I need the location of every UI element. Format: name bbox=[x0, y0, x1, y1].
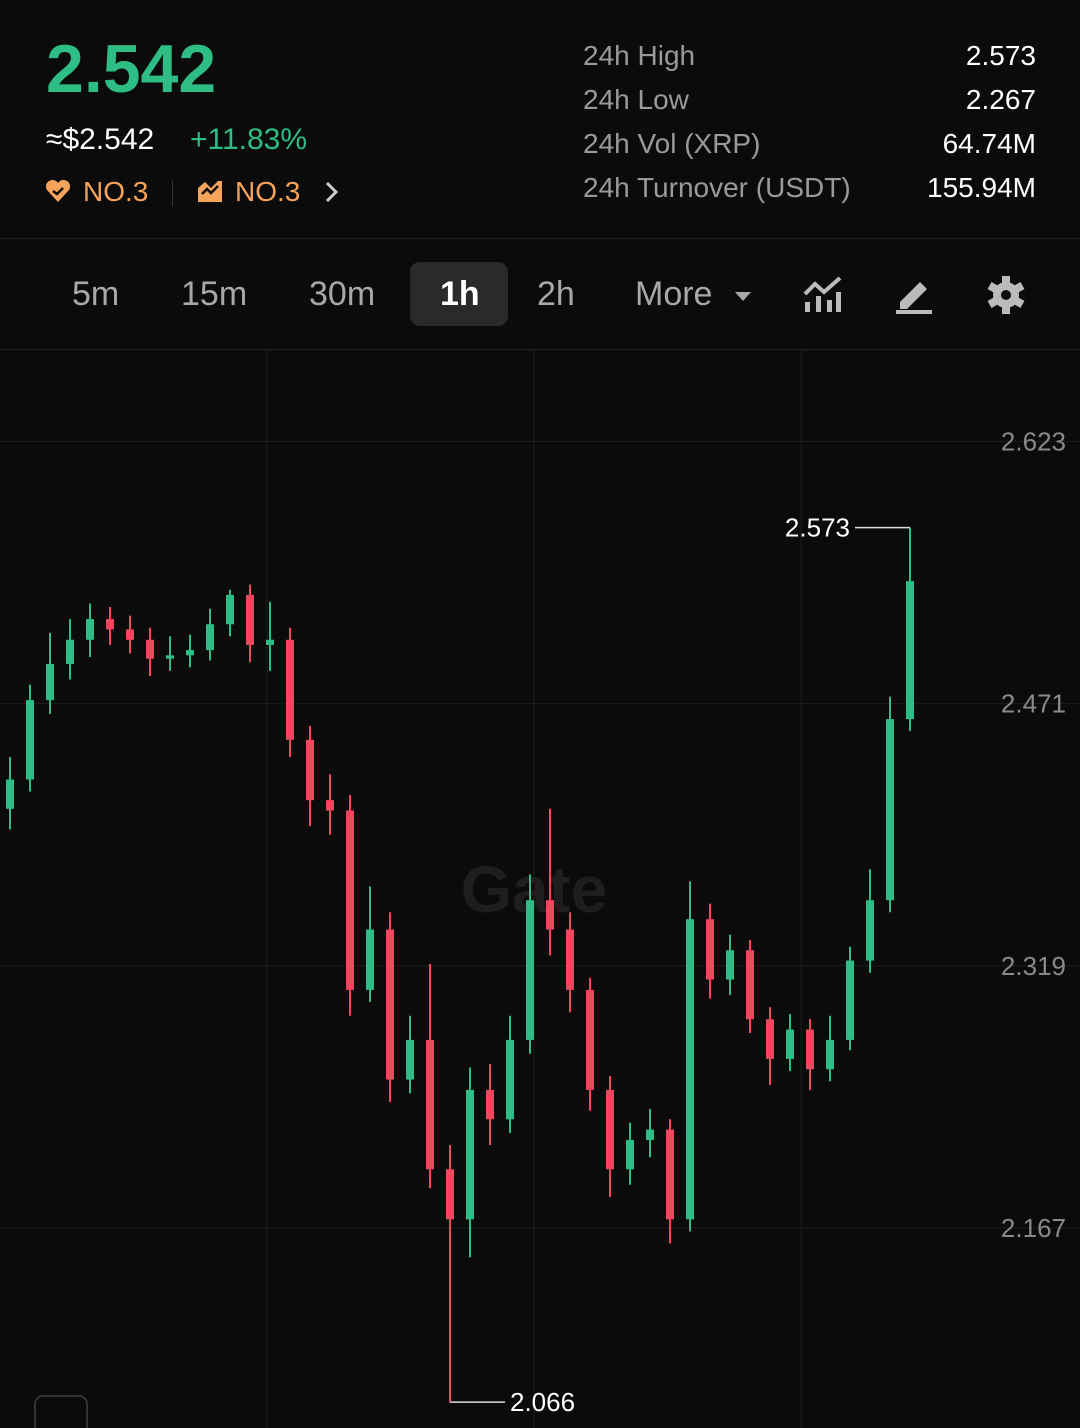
chevron[interactable] bbox=[322, 180, 342, 204]
gain-icon bbox=[198, 181, 222, 202]
candle-body bbox=[226, 594, 234, 625]
y-tick-label: 2.471 bbox=[1001, 689, 1066, 719]
tab[interactable]: 15m bbox=[181, 275, 248, 313]
candle-body bbox=[166, 655, 174, 659]
candle-body bbox=[446, 1169, 454, 1220]
candle-body bbox=[486, 1089, 494, 1120]
candle-body bbox=[886, 719, 894, 901]
dropdown-arrow[interactable] bbox=[733, 290, 753, 304]
settings-icon[interactable] bbox=[986, 275, 1026, 315]
rank-gain[interactable]: NO.3 bbox=[235, 176, 301, 207]
candle-body bbox=[566, 929, 574, 990]
expand-button[interactable] bbox=[34, 1395, 88, 1428]
candle-body bbox=[646, 1129, 654, 1140]
tab[interactable]: 30m bbox=[309, 275, 376, 313]
separator bbox=[0, 238, 1080, 239]
candle-body bbox=[346, 810, 354, 990]
y-tick-label: 2.319 bbox=[1001, 951, 1066, 981]
stat-value: 64.74M bbox=[942, 128, 1036, 159]
candle-body bbox=[126, 629, 134, 640]
candle-body bbox=[586, 989, 594, 1090]
candle-body bbox=[626, 1139, 634, 1170]
candle-body bbox=[526, 900, 534, 1040]
stat-label: 24h Turnover (USDT) bbox=[583, 172, 851, 203]
candle-body bbox=[26, 700, 34, 780]
candle-body bbox=[806, 1029, 814, 1070]
change: +11.83% bbox=[190, 123, 308, 156]
candle-body bbox=[866, 900, 874, 961]
candle-body bbox=[426, 1039, 434, 1170]
stat-label: 24h High bbox=[583, 40, 696, 71]
candle-body bbox=[546, 900, 554, 930]
candle-body bbox=[106, 619, 114, 630]
rank-hot[interactable]: NO.3 bbox=[83, 176, 149, 207]
last-price: 2.542 bbox=[46, 31, 217, 107]
candle-body bbox=[286, 639, 294, 740]
candle-body bbox=[6, 779, 14, 809]
candle-body bbox=[186, 650, 194, 656]
hot-icon bbox=[45, 179, 71, 202]
candle-body bbox=[86, 619, 94, 640]
candle-body bbox=[146, 639, 154, 659]
candle-body bbox=[66, 639, 74, 664]
candle-body bbox=[266, 639, 274, 645]
draw-icon[interactable] bbox=[894, 276, 934, 314]
candle-body bbox=[206, 624, 214, 651]
stat-value: 2.573 bbox=[965, 40, 1036, 71]
candle-body bbox=[326, 800, 334, 811]
candle-body bbox=[726, 950, 734, 980]
candle-body bbox=[606, 1089, 614, 1170]
candle-body bbox=[686, 919, 694, 1220]
candle-body bbox=[466, 1089, 474, 1220]
y-tick-label: 2.167 bbox=[1001, 1213, 1066, 1243]
candle-body bbox=[766, 1019, 774, 1059]
indicator-icon[interactable] bbox=[802, 276, 844, 314]
candle-body bbox=[786, 1029, 794, 1059]
candle-body bbox=[386, 929, 394, 1080]
stat-label: 24h Low bbox=[583, 84, 689, 115]
candle-body bbox=[246, 594, 254, 645]
separator bbox=[0, 349, 1080, 350]
active-tab-bg bbox=[410, 262, 508, 326]
candle-body bbox=[706, 919, 714, 980]
candle-body bbox=[366, 929, 374, 990]
stat-label: 24h Vol (XRP) bbox=[583, 128, 761, 159]
min-marker-label: 2.066 bbox=[510, 1387, 575, 1417]
candle-body bbox=[306, 739, 314, 801]
candle-body bbox=[406, 1039, 414, 1080]
candle-body bbox=[666, 1129, 674, 1220]
max-marker-label: 2.573 bbox=[785, 513, 850, 543]
candle-body bbox=[906, 581, 914, 720]
stat-value: 155.94M bbox=[927, 172, 1036, 203]
candle-body bbox=[506, 1039, 514, 1120]
y-tick-label: 2.623 bbox=[1001, 426, 1066, 456]
candle-body bbox=[846, 960, 854, 1040]
tab[interactable]: 1h bbox=[440, 275, 480, 313]
candle-body bbox=[746, 950, 754, 1020]
tab[interactable]: More bbox=[635, 275, 713, 313]
tab[interactable]: 5m bbox=[72, 275, 120, 313]
approx-price: ≈$2.542 bbox=[46, 123, 155, 156]
candle-body bbox=[46, 663, 54, 701]
tab[interactable]: 2h bbox=[537, 275, 575, 313]
stat-value: 2.267 bbox=[965, 84, 1036, 115]
candle-body bbox=[826, 1039, 834, 1070]
divider bbox=[172, 180, 173, 206]
